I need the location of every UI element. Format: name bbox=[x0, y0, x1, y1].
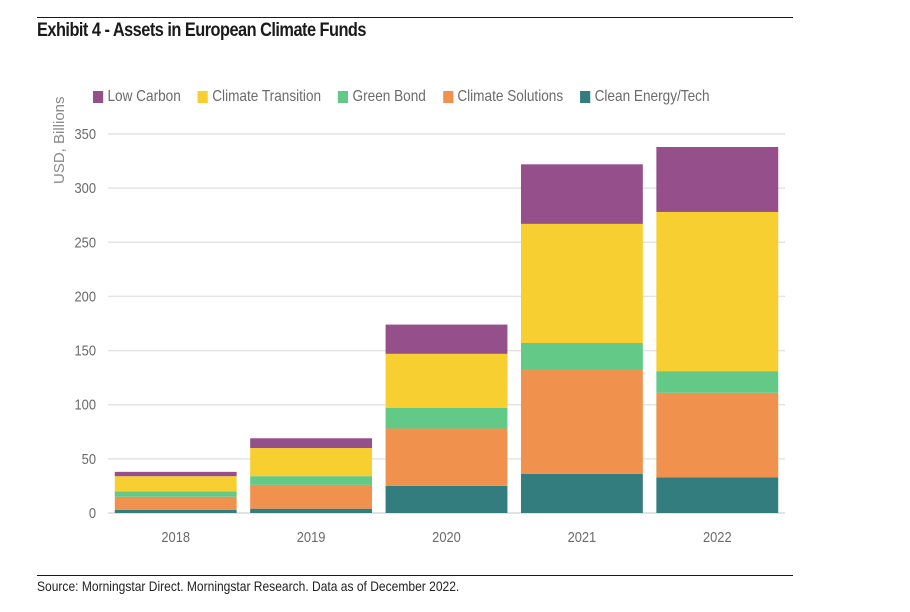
bar-2018-low-carbon bbox=[114, 471, 237, 477]
legend-item-clean-energy-tech: Clean Energy/Tech bbox=[580, 88, 710, 106]
bar-2022-climate-solutions bbox=[656, 392, 779, 478]
chart-title: Exhibit 4 - Assets in European Climate F… bbox=[37, 20, 366, 41]
legend-label-green-bond: Green Bond bbox=[352, 88, 426, 105]
bar-2022-clean-energy-tech bbox=[656, 477, 779, 513]
top-rule bbox=[37, 17, 793, 18]
bar-2019-green-bond bbox=[250, 476, 373, 485]
bar-2021-climate-solutions bbox=[520, 370, 643, 475]
x-tick-label-2019: 2019 bbox=[297, 528, 326, 545]
legend: Low Carbon Climate Transition Green Bond… bbox=[93, 88, 727, 106]
bar-2019-clean-energy-tech bbox=[250, 508, 373, 513]
legend-label-climate-transition: Climate Transition bbox=[212, 88, 322, 105]
bar-2020-climate-solutions bbox=[385, 428, 508, 486]
y-tick-label-150: 150 bbox=[75, 342, 97, 359]
legend-label-low-carbon: Low Carbon bbox=[107, 88, 181, 105]
bar-2018-climate-transition bbox=[114, 476, 237, 492]
bar-2022-climate-transition bbox=[656, 211, 779, 372]
bar-2021-green-bond bbox=[520, 342, 643, 371]
bar-2018-climate-solutions bbox=[114, 496, 237, 510]
y-tick-label-250: 250 bbox=[75, 233, 97, 250]
bar-2021-low-carbon bbox=[520, 164, 643, 224]
legend-swatch-climate-transition bbox=[197, 91, 208, 103]
x-tick-label-2021: 2021 bbox=[568, 528, 597, 545]
bar-2022-low-carbon bbox=[656, 146, 779, 212]
x-tick-label-2020: 2020 bbox=[432, 528, 461, 545]
bar-2019-low-carbon bbox=[250, 438, 373, 449]
bar-2021-clean-energy-tech bbox=[520, 474, 643, 513]
y-tick-label-100: 100 bbox=[75, 396, 97, 413]
bars bbox=[114, 146, 779, 513]
bar-2020-low-carbon bbox=[385, 324, 508, 354]
x-axis-ticks: 2018 2019 2020 2021 2022 bbox=[161, 528, 731, 545]
legend-label-clean-energy-tech: Clean Energy/Tech bbox=[594, 88, 710, 105]
bar-2022-green-bond bbox=[656, 371, 779, 393]
bottom-rule bbox=[37, 575, 793, 576]
y-tick-label-50: 50 bbox=[82, 450, 97, 467]
bar-2020-clean-energy-tech bbox=[385, 485, 508, 513]
y-axis-ticks: 0 50 100 150 200 250 300 350 bbox=[75, 125, 97, 521]
legend-swatch-low-carbon bbox=[93, 91, 104, 103]
x-tick-label-2022: 2022 bbox=[703, 528, 732, 545]
legend-item-low-carbon: Low Carbon bbox=[93, 88, 181, 106]
bar-2018-green-bond bbox=[114, 491, 237, 497]
bar-2020-green-bond bbox=[385, 407, 508, 429]
source-note: Source: Morningstar Direct. Morningstar … bbox=[37, 578, 460, 594]
y-tick-label-300: 300 bbox=[75, 179, 97, 196]
bar-2019-climate-transition bbox=[250, 448, 373, 477]
x-tick-label-2018: 2018 bbox=[161, 528, 190, 545]
bar-2019-climate-solutions bbox=[250, 484, 373, 509]
legend-item-green-bond: Green Bond bbox=[338, 88, 426, 106]
legend-item-climate-transition: Climate Transition bbox=[197, 88, 322, 106]
legend-swatch-clean-energy-tech bbox=[580, 91, 591, 103]
legend-swatch-climate-solutions bbox=[442, 91, 454, 103]
y-axis-title: USD, Billions bbox=[51, 96, 68, 184]
bar-stack-2021 bbox=[520, 164, 643, 513]
y-tick-label-350: 350 bbox=[75, 125, 97, 142]
legend-item-climate-solutions: Climate Solutions bbox=[442, 88, 564, 106]
legend-swatch-green-bond bbox=[338, 91, 349, 103]
bar-2021-climate-transition bbox=[520, 223, 643, 343]
y-tick-label-200: 200 bbox=[75, 287, 97, 304]
bar-2020-climate-transition bbox=[385, 353, 508, 408]
bar-stack-2019 bbox=[250, 438, 373, 513]
legend-label-climate-solutions: Climate Solutions bbox=[457, 88, 564, 105]
bar-2018-clean-energy-tech bbox=[114, 509, 237, 513]
bar-stack-2022 bbox=[656, 146, 779, 513]
y-tick-label-0: 0 bbox=[89, 504, 96, 521]
bar-stack-2018 bbox=[114, 471, 237, 513]
bar-stack-2020 bbox=[385, 324, 508, 513]
